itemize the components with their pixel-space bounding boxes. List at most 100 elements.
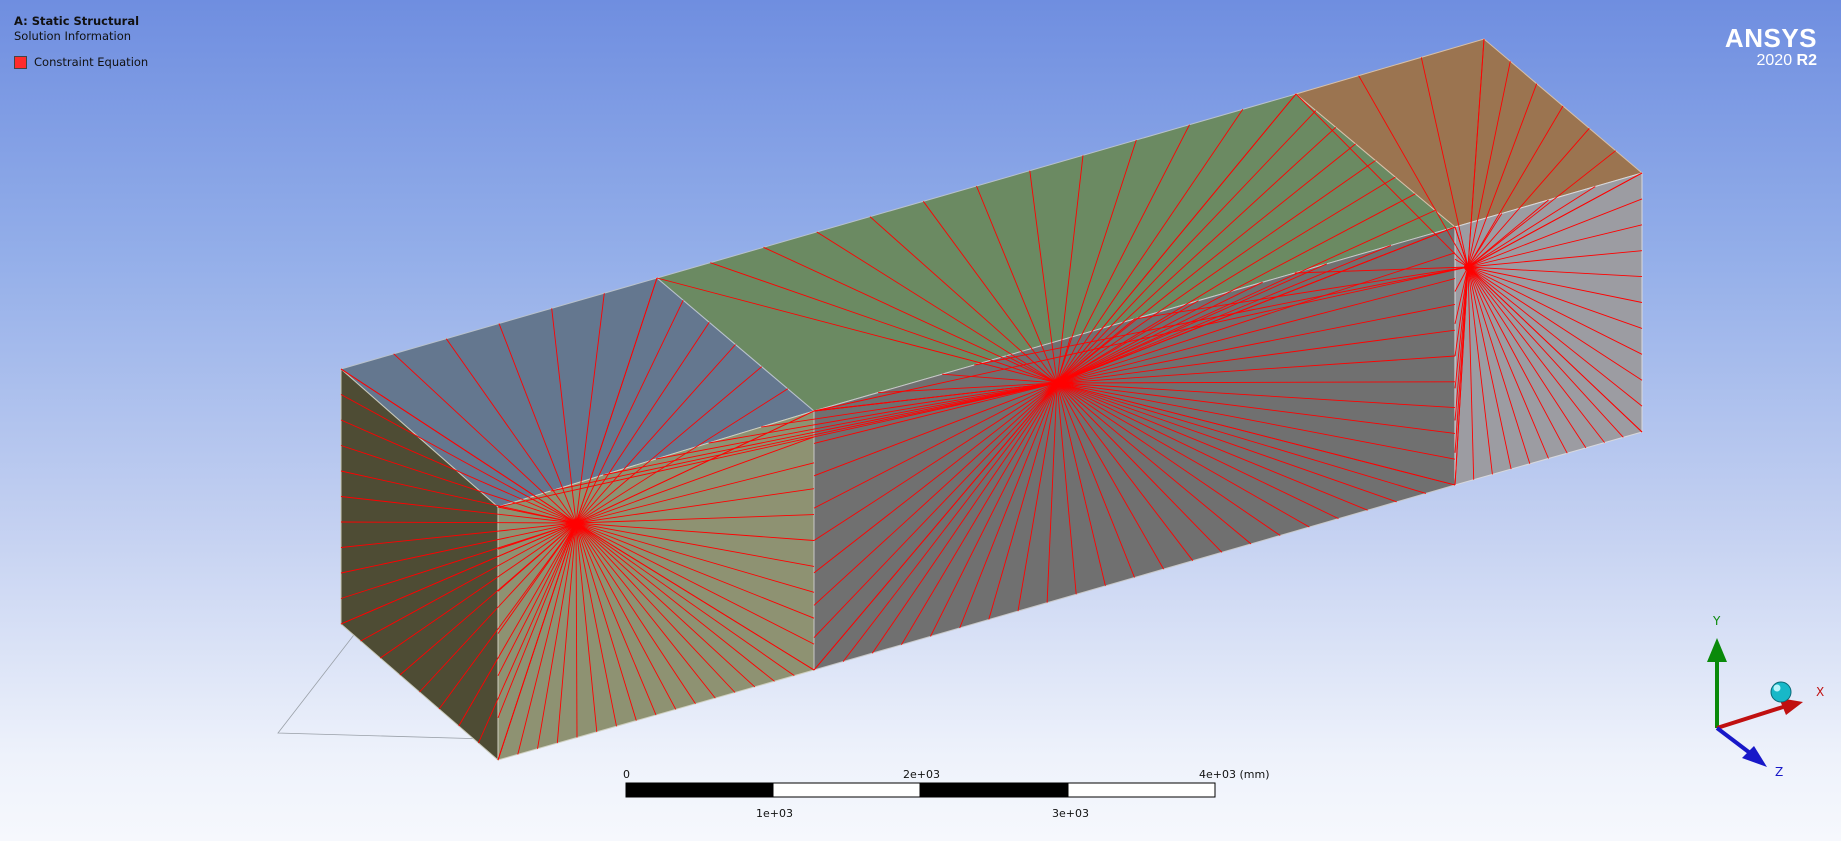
constraint-line: [1056, 303, 1456, 384]
constraint-line: [871, 382, 1058, 654]
constraint-line: [1056, 337, 1071, 384]
bounding-edge: [277, 617, 488, 740]
constraint-line: [813, 382, 1058, 477]
constraint-line: [497, 522, 577, 634]
constraint-line: [1454, 266, 1469, 486]
constraint-master-node: [572, 519, 580, 527]
constraint-line: [575, 410, 815, 524]
brand-release: R2: [1796, 52, 1817, 69]
constraint-line: [497, 522, 577, 676]
constraint-line: [575, 522, 795, 676]
constraint-line: [497, 506, 577, 524]
constraint-line: [575, 388, 789, 524]
constraint-line: [575, 522, 815, 567]
constraint-line: [1056, 226, 1456, 384]
constraint-line: [340, 496, 577, 524]
result-name: Solution Information: [14, 29, 132, 43]
solution-info-legend: A: Static Structural Solution Informatio…: [14, 14, 148, 70]
constraint-line: [1467, 266, 1643, 278]
constraint-line: [1454, 266, 1469, 324]
constraint-line: [813, 382, 1058, 509]
constraint-line: [869, 216, 1058, 384]
constraint-line: [1420, 57, 1469, 268]
brand-version: 2020 R2: [1725, 52, 1818, 70]
constraint-line: [1056, 355, 1456, 384]
constraint-line: [340, 522, 577, 625]
constraint-line: [1056, 244, 1392, 384]
constraint-line: [878, 382, 1058, 394]
constraint-line: [813, 382, 1058, 541]
constraint-line: [1056, 329, 1456, 384]
constraint-line: [419, 522, 577, 693]
constraint-line: [1056, 382, 1427, 494]
constraint-line: [360, 522, 577, 642]
triad-x-axis: [1716, 705, 1784, 730]
constraint-line: [1056, 382, 1368, 511]
constraint-line: [1056, 124, 1190, 384]
constraint-line: [1056, 382, 1164, 570]
triad-z-label: Z: [1775, 765, 1783, 779]
constraint-line: [1056, 209, 1436, 384]
constraint-line: [575, 522, 657, 716]
constraint-line: [1467, 266, 1568, 454]
constraint-line: [1467, 61, 1511, 268]
constraint-line: [1467, 186, 1596, 268]
ruler-label-2e3: 2e+03: [903, 768, 940, 781]
constraint-line: [816, 231, 1058, 384]
constraint-line: [477, 522, 577, 744]
constraint-line: [655, 382, 1058, 460]
constraint-line: [575, 522, 578, 738]
constraint-line: [497, 522, 577, 550]
constraint-line: [458, 522, 577, 727]
constraint-line: [380, 522, 577, 659]
constraint-line: [1467, 266, 1531, 464]
constraint-line: [1467, 266, 1587, 449]
constraint-line: [1454, 266, 1469, 292]
constraint-line: [340, 521, 577, 524]
constraint-line: [340, 522, 577, 548]
constraint-line: [1056, 382, 1194, 561]
constraint-line: [1467, 199, 1549, 268]
constraint-line: [1467, 266, 1643, 433]
triad-z-arrow-icon: [1742, 746, 1767, 767]
constraint-line: [1056, 193, 1416, 384]
constraint-line: [575, 522, 815, 645]
constraint-line: [930, 382, 1058, 637]
constraint-line: [813, 382, 1058, 444]
constraint-line: [575, 344, 736, 524]
constraint-line: [1467, 266, 1475, 480]
constraint-line: [575, 522, 696, 705]
constraint-line: [498, 323, 577, 524]
constraint-line: [1056, 382, 1339, 520]
constraint-line: [901, 382, 1058, 646]
triad-y-label: Y: [1712, 614, 1721, 628]
constraint-line: [1056, 139, 1137, 384]
triad-isometric-ball-icon[interactable]: [1770, 681, 1792, 703]
constraint-line: [763, 246, 1058, 384]
constraint-line: [1467, 172, 1643, 268]
constraint-line: [813, 382, 1058, 412]
constraint-line: [603, 382, 1058, 476]
constraint-line: [1056, 382, 1456, 434]
constraint-line: [813, 266, 1469, 412]
constraint-line: [575, 522, 756, 688]
constraint-line: [710, 262, 1058, 384]
constraint-line: [575, 522, 637, 721]
constraint-line: [1467, 266, 1643, 355]
constraint-line: [1017, 382, 1058, 612]
constraint-line: [1056, 381, 1456, 384]
ruler-label-3e3: 3e+03: [1052, 807, 1089, 820]
constraint-line: [974, 266, 1469, 366]
constraint-line: [1056, 155, 1084, 384]
constraint-line: [1056, 382, 1077, 595]
constraint-line: [1467, 250, 1643, 268]
constraint-line: [1467, 266, 1643, 329]
constraint-line: [340, 368, 577, 524]
constraint-line: [1467, 266, 1643, 303]
triad-y-arrow-icon: [1707, 638, 1727, 662]
constraint-line: [517, 522, 577, 755]
constraint-line: [340, 522, 577, 599]
